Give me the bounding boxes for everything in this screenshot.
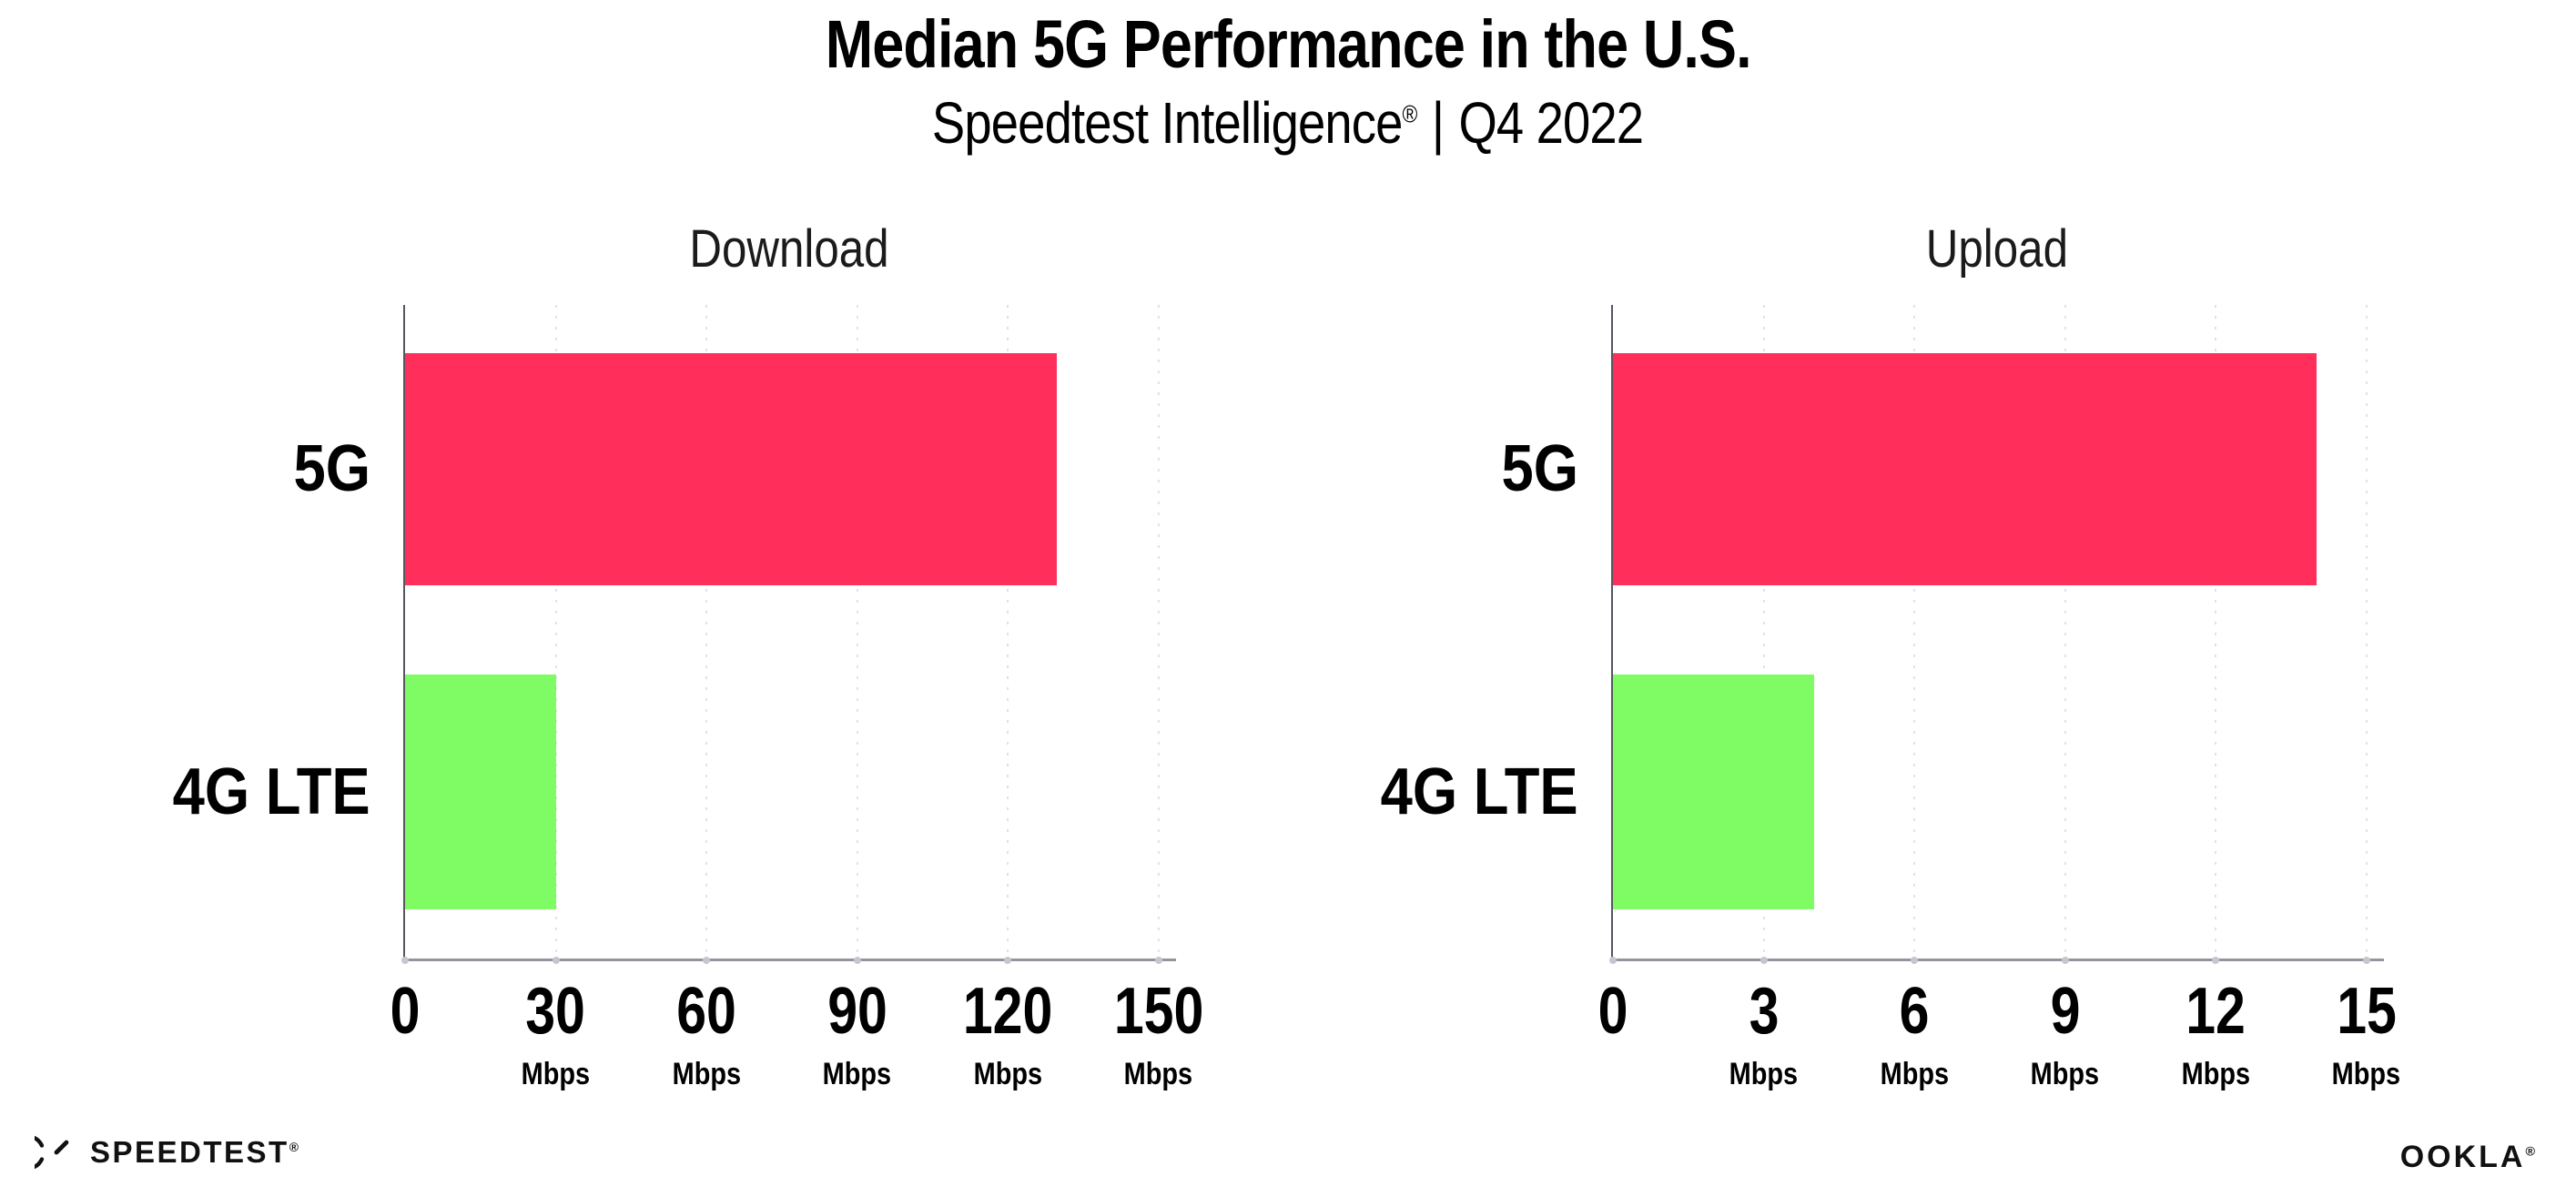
x-tick-label: 6 (1899, 975, 1930, 1048)
page-subtitle: Speedtest Intelligence® | Q4 2022 (0, 89, 2576, 157)
x-tick-label: 120 (962, 975, 1053, 1048)
subtitle-brand: Speedtest Intelligence (932, 90, 1403, 156)
axis-tick-dot (401, 957, 409, 964)
x-tick-label: 3 (1749, 975, 1779, 1048)
speedtest-logo: SPEEDTEST® (35, 1131, 300, 1174)
axis-tick-dot (1911, 957, 1919, 964)
gridline (705, 305, 708, 959)
gridline (554, 305, 557, 959)
x-tick-label: 90 (827, 975, 887, 1048)
ookla-logo: OOKLA® (2400, 1140, 2538, 1175)
x-tick-label: 0 (1597, 975, 1628, 1048)
gridline (1157, 305, 1160, 959)
axis-tick-dot (1004, 957, 1012, 964)
category-label-5g-download: 5G (293, 432, 370, 505)
chart-title-upload: Upload (1925, 219, 2068, 279)
gridline (1007, 305, 1009, 959)
x-tick-label: 12 (2186, 975, 2246, 1048)
gridline (2365, 305, 2368, 959)
x-tick-label: 150 (1113, 975, 1203, 1048)
bar-5g (1613, 353, 2317, 585)
speedtest-gauge-icon (35, 1135, 69, 1170)
axis-tick-dot (1609, 957, 1617, 964)
x-tick-unit: Mbps (1123, 1057, 1193, 1091)
subtitle-separator: | (1432, 90, 1445, 156)
chart-title-download: Download (688, 219, 889, 279)
axis-tick-dot (2212, 957, 2220, 964)
axis-tick-dot (853, 957, 861, 964)
x-tick-unit: Mbps (1880, 1057, 1949, 1091)
gridline (856, 305, 858, 959)
x-tick-label: 15 (2336, 975, 2397, 1048)
x-tick-label: 60 (676, 975, 736, 1048)
upload-plot: 0 3 Mbps 6 Mbps 9 Mbps 12 Mbps 15 Mbps (1598, 305, 2400, 1090)
x-tick-unit: Mbps (822, 1057, 892, 1091)
ookla-wordmark: OOKLA (2399, 1140, 2526, 1174)
gridline (2215, 305, 2217, 959)
bar-5g (405, 353, 1057, 585)
gridline (1762, 305, 1765, 959)
ookla-registered-mark: ® (2525, 1144, 2538, 1160)
category-label-4g-lte-download: 4G LTE (172, 756, 370, 828)
x-tick-label: 9 (2050, 975, 2081, 1048)
x-tick-unit: Mbps (973, 1057, 1042, 1091)
registered-mark: ® (1402, 100, 1418, 128)
page-title: Median 5G Performance in the U.S. (0, 5, 2576, 83)
category-label-5g-upload: 5G (1501, 432, 1578, 505)
x-tick-unit: Mbps (2331, 1057, 2401, 1091)
x-tick-unit: Mbps (2030, 1057, 2100, 1091)
axis-tick-dot (2061, 957, 2069, 964)
speedtest-registered-mark: ® (289, 1140, 301, 1154)
x-tick-unit: Mbps (2181, 1057, 2250, 1091)
gridline (2064, 305, 2066, 959)
page-title-text: Median 5G Performance in the U.S. (825, 6, 1751, 82)
gridline (1913, 305, 1916, 959)
speedtest-wordmark: SPEEDTEST® (90, 1135, 301, 1169)
axis-tick-dot (1154, 957, 1162, 964)
x-tick-label: 0 (390, 975, 421, 1048)
bar-4g-lte (1613, 675, 1814, 909)
x-tick-unit: Mbps (1729, 1057, 1799, 1091)
bar-4g-lte (405, 675, 556, 909)
x-tick-unit: Mbps (672, 1057, 741, 1091)
x-tick-unit: Mbps (521, 1057, 591, 1091)
axis-tick-dot (703, 957, 711, 964)
axis-tick-dot (552, 957, 560, 964)
subtitle-period: Q4 2022 (1458, 90, 1645, 156)
category-label-4g-lte-upload: 4G LTE (1380, 756, 1578, 828)
axis-tick-dot (1760, 957, 1768, 964)
axis-tick-dot (2362, 957, 2370, 964)
download-plot: 0 30 Mbps 60 Mbps 90 Mbps 120 Mbps 150 Mbps (390, 305, 1203, 1090)
x-tick-label: 30 (525, 975, 586, 1048)
